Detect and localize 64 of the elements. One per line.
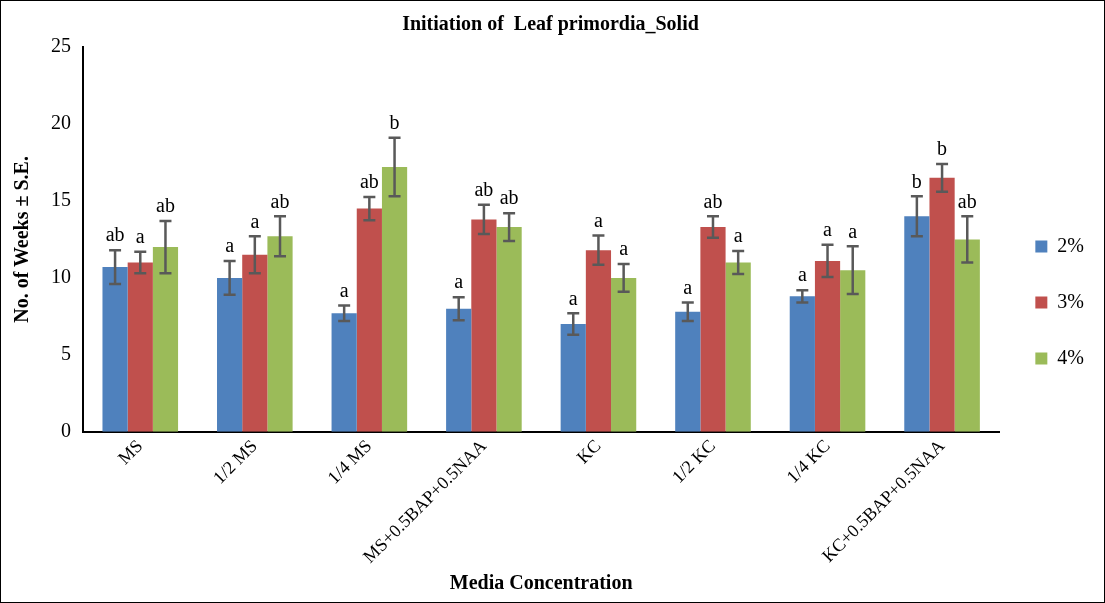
bar bbox=[700, 227, 726, 432]
data-label: a bbox=[733, 224, 743, 247]
data-label: a bbox=[823, 218, 833, 241]
data-label: a bbox=[225, 234, 235, 257]
bar bbox=[611, 277, 637, 432]
data-label: a bbox=[568, 286, 578, 309]
y-tick-label: 0 bbox=[61, 419, 71, 442]
bar bbox=[331, 313, 357, 432]
x-tick-label: MS bbox=[113, 435, 147, 469]
legend-label: 3% bbox=[1057, 289, 1085, 312]
y-tick-label: 20 bbox=[51, 111, 71, 134]
x-axis-title: Media Concentration bbox=[449, 571, 633, 594]
bar bbox=[814, 260, 841, 432]
bar bbox=[446, 308, 472, 432]
data-label: b bbox=[911, 169, 922, 192]
bar bbox=[356, 208, 382, 432]
x-tick-label: 1/2 KC bbox=[667, 435, 720, 487]
bar bbox=[102, 267, 128, 432]
y-tick-label: 5 bbox=[61, 342, 71, 365]
bar bbox=[585, 250, 612, 432]
data-label: ab bbox=[703, 189, 723, 212]
data-label: ab bbox=[499, 186, 519, 209]
bar bbox=[267, 236, 293, 432]
y-tick-label: 10 bbox=[51, 265, 71, 288]
data-label: ab bbox=[105, 223, 125, 246]
data-label: a bbox=[594, 208, 603, 231]
data-label: ab bbox=[270, 189, 290, 212]
bar bbox=[675, 311, 701, 432]
bar bbox=[242, 254, 268, 432]
data-label: ab bbox=[957, 189, 977, 212]
bar bbox=[789, 296, 815, 432]
data-label: b bbox=[937, 137, 948, 160]
bar bbox=[560, 324, 586, 432]
bar bbox=[954, 239, 980, 432]
data-label: b bbox=[389, 111, 400, 134]
x-tick-label: 1/2 MS bbox=[209, 435, 261, 488]
data-label: a bbox=[619, 237, 629, 260]
bar bbox=[725, 262, 751, 432]
data-label: ab bbox=[474, 178, 494, 201]
data-label: a bbox=[797, 263, 807, 286]
data-label: a bbox=[683, 275, 693, 298]
x-tick-label: KC bbox=[572, 435, 605, 468]
data-label: ab bbox=[156, 194, 175, 217]
data-label: a bbox=[454, 270, 464, 293]
data-label: a bbox=[135, 224, 145, 247]
y-tick-label: 25 bbox=[51, 34, 71, 57]
bar bbox=[217, 277, 243, 432]
legend-label: 4% bbox=[1057, 345, 1085, 368]
bar bbox=[152, 247, 179, 432]
bar bbox=[127, 262, 153, 432]
bar bbox=[904, 216, 930, 432]
bar bbox=[471, 219, 497, 432]
data-label: a bbox=[339, 278, 349, 301]
legend-label: 2% bbox=[1057, 233, 1085, 256]
data-label: a bbox=[250, 209, 260, 232]
bar bbox=[381, 167, 408, 432]
y-axis-title: No. of Weeks ± S.E. bbox=[10, 156, 33, 323]
y-tick-label: 15 bbox=[51, 188, 71, 211]
bar bbox=[929, 177, 955, 432]
data-label: ab bbox=[359, 170, 379, 193]
data-label: a bbox=[848, 219, 858, 242]
bar bbox=[840, 270, 866, 432]
chart-title: Initiation of Leaf primordia_Solid bbox=[402, 12, 699, 36]
bar bbox=[496, 227, 522, 432]
